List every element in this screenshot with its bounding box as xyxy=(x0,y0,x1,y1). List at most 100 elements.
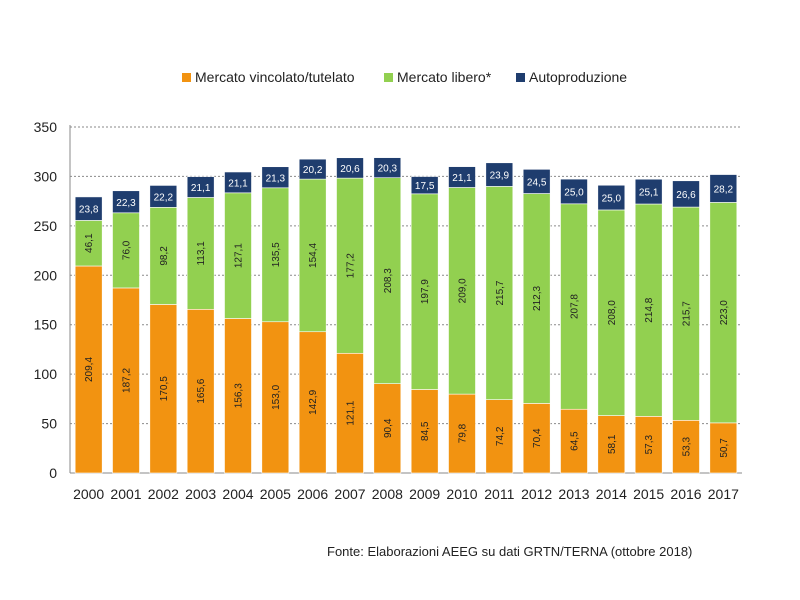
bar-segment xyxy=(224,192,252,319)
bar-segment xyxy=(597,209,626,416)
data-label: 207,8 xyxy=(570,294,581,319)
data-label: 84,5 xyxy=(420,421,431,441)
data-label: 165,6 xyxy=(196,378,207,403)
bar-segment xyxy=(485,399,514,474)
data-label: 22,2 xyxy=(154,192,174,203)
data-label: 127,1 xyxy=(234,243,245,268)
bar-segment xyxy=(149,185,178,208)
x-tick-label: 2005 xyxy=(260,486,291,502)
bar-segment xyxy=(634,203,663,417)
legend-swatch xyxy=(182,73,191,82)
data-label: 142,9 xyxy=(308,389,319,414)
bar-segment xyxy=(560,178,588,205)
data-label: 208,3 xyxy=(383,268,394,293)
data-label: 90,4 xyxy=(383,418,394,438)
bar-segment xyxy=(410,193,439,390)
bar-segment xyxy=(522,169,551,194)
data-label: 177,2 xyxy=(346,253,357,278)
data-label: 156,3 xyxy=(234,383,245,408)
data-label: 154,4 xyxy=(308,242,319,267)
data-label: 135,5 xyxy=(271,242,282,267)
bar-segment xyxy=(410,176,439,195)
data-label: 20,2 xyxy=(303,165,323,176)
bar-segment xyxy=(709,202,738,424)
bar-segment xyxy=(634,178,663,205)
bar-segment xyxy=(186,176,215,198)
legend-swatch xyxy=(516,73,525,82)
x-tick-label: 2008 xyxy=(372,486,403,502)
x-tick-label: 2001 xyxy=(110,486,141,502)
y-tick-label: 0 xyxy=(49,465,57,481)
data-label: 74,2 xyxy=(495,426,506,446)
data-label: 58,1 xyxy=(607,434,618,454)
bar-segment xyxy=(74,196,103,221)
x-tick-label: 2011 xyxy=(484,486,514,502)
y-tick-label: 100 xyxy=(34,366,58,382)
bar-segment xyxy=(597,415,626,474)
y-tick-label: 200 xyxy=(34,267,58,283)
bar-segment xyxy=(634,416,663,474)
data-label: 24,5 xyxy=(527,177,547,188)
data-label: 64,5 xyxy=(570,431,581,451)
data-label: 197,9 xyxy=(420,279,431,304)
data-label: 21,1 xyxy=(191,183,211,194)
data-label: 208,0 xyxy=(607,300,618,325)
data-label: 57,3 xyxy=(644,435,655,455)
legend-swatch xyxy=(384,73,393,82)
bar-segment xyxy=(298,158,327,180)
bar-segment xyxy=(672,180,700,208)
x-tick-label: 2016 xyxy=(670,486,701,502)
data-label: 187,2 xyxy=(122,368,133,393)
data-label: 21,1 xyxy=(228,178,248,189)
data-label: 26,6 xyxy=(676,190,696,201)
x-tick-label: 2004 xyxy=(222,486,253,502)
data-label: 28,2 xyxy=(714,184,734,195)
bar-segment xyxy=(149,304,178,474)
data-label: 53,3 xyxy=(682,436,693,456)
data-label: 98,2 xyxy=(159,246,170,266)
data-label: 21,1 xyxy=(452,173,472,184)
bar-segment xyxy=(522,193,551,404)
data-label: 212,3 xyxy=(532,286,543,311)
bar-segment xyxy=(448,166,476,188)
bar-segment xyxy=(224,318,252,474)
bar-segment xyxy=(74,220,103,267)
data-label: 153,0 xyxy=(271,384,282,409)
data-label: 70,4 xyxy=(532,428,543,448)
data-label: 76,0 xyxy=(122,240,133,260)
legend-label: Mercato vincolato/tutelato xyxy=(195,69,355,85)
bar-segment xyxy=(560,203,588,410)
bar-segment xyxy=(298,331,327,474)
data-label: 215,7 xyxy=(682,301,693,326)
bar-segment xyxy=(298,178,327,333)
bar-segment xyxy=(485,186,514,400)
bar-segment xyxy=(149,207,178,305)
data-label: 23,8 xyxy=(79,205,99,216)
bar-segment xyxy=(522,403,551,474)
data-label: 113,1 xyxy=(196,241,207,266)
bar-segment xyxy=(373,177,402,384)
bar-segment xyxy=(709,174,738,203)
data-label: 121,1 xyxy=(346,400,357,425)
x-tick-label: 2012 xyxy=(521,486,552,502)
bar-segment xyxy=(112,190,140,214)
bar-segment xyxy=(224,171,252,194)
bar-segment xyxy=(672,206,700,421)
x-tick-label: 2006 xyxy=(297,486,328,502)
x-tick-label: 2003 xyxy=(185,486,216,502)
bar-segment xyxy=(336,352,364,474)
bar-segment xyxy=(448,393,476,474)
data-label: 25,1 xyxy=(639,188,659,199)
data-label: 46,1 xyxy=(84,233,95,253)
data-label: 215,7 xyxy=(495,280,506,305)
x-tick-label: 2013 xyxy=(558,486,589,502)
y-tick-label: 150 xyxy=(34,317,58,333)
x-tick-label: 2017 xyxy=(708,486,739,502)
y-tick-label: 250 xyxy=(34,218,58,234)
y-tick-label: 50 xyxy=(41,416,57,432)
bar-segment xyxy=(261,166,290,189)
data-label: 20,3 xyxy=(378,164,398,175)
data-label: 25,0 xyxy=(564,187,584,198)
y-tick-label: 350 xyxy=(34,119,58,135)
